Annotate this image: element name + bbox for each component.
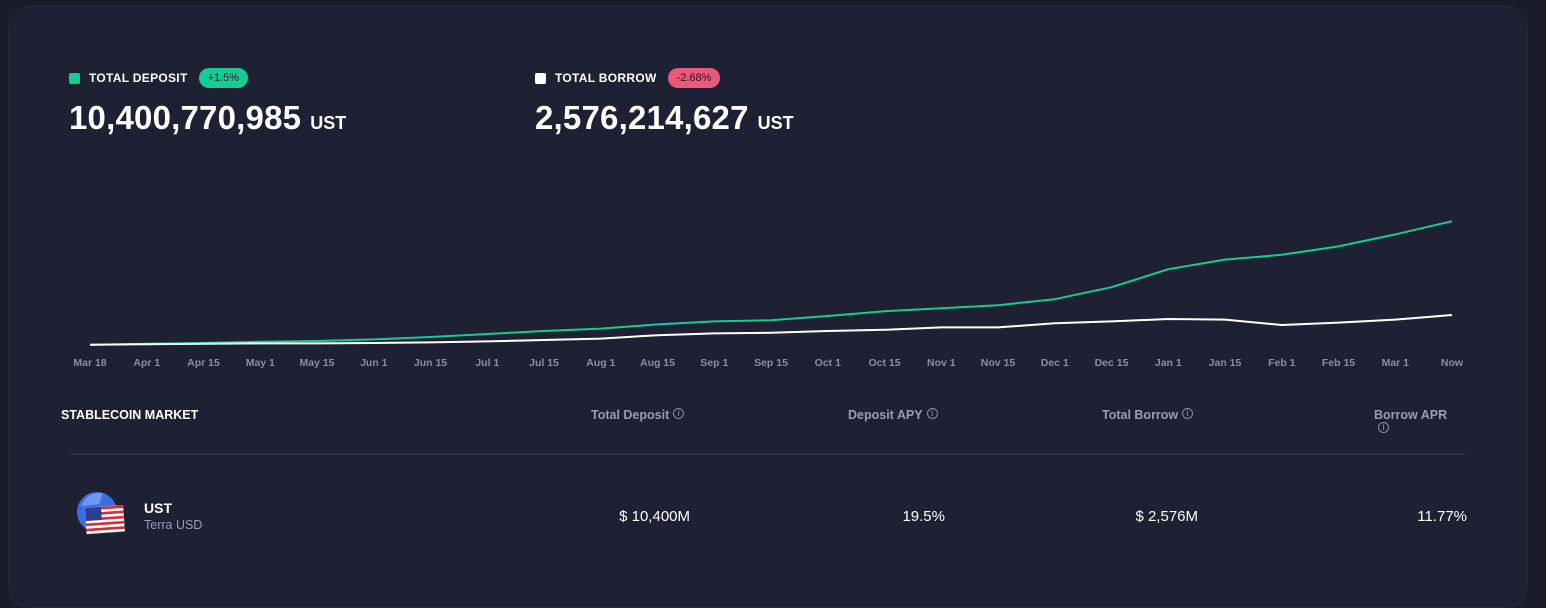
total-borrow-stat: TOTAL BORROW -2.68% 2,576,214,627 UST bbox=[535, 66, 794, 137]
cell-deposit-apy: 19.5% bbox=[902, 508, 945, 525]
total-deposit-value: 10,400,770,985 bbox=[69, 99, 302, 136]
borrow-change-badge: -2.68% bbox=[667, 68, 721, 88]
total-deposit-unit: UST bbox=[310, 113, 347, 133]
info-icon[interactable]: i bbox=[1378, 422, 1389, 433]
col-total-deposit: Total Deposit i bbox=[591, 408, 685, 422]
borrow-series-line bbox=[89, 314, 1453, 346]
total-borrow-value: 2,576,214,627 bbox=[535, 99, 749, 136]
x-tick-label: Dec 1 bbox=[1041, 357, 1069, 369]
table-title: STABLECOIN MARKET bbox=[61, 408, 199, 422]
x-tick-label: Now bbox=[1441, 357, 1464, 369]
x-tick-label: Aug 1 bbox=[586, 357, 615, 369]
info-icon[interactable]: i bbox=[926, 408, 938, 419]
table-divider bbox=[69, 453, 1466, 455]
x-tick-label: Apr 1 bbox=[133, 357, 160, 369]
x-tick-label: Jan 1 bbox=[1155, 357, 1182, 369]
total-deposit-label: TOTAL DEPOSIT bbox=[89, 71, 188, 85]
total-deposit-stat: TOTAL DEPOSIT +1.5% 10,400,770,985 UST bbox=[69, 66, 346, 137]
ust-flag-icon bbox=[77, 492, 125, 535]
x-tick-label: Oct 1 bbox=[815, 357, 841, 369]
x-tick-label: Jun 1 bbox=[360, 357, 388, 369]
market-card bbox=[8, 6, 1528, 608]
x-tick-label: Feb 1 bbox=[1268, 357, 1296, 369]
x-tick-label: Oct 15 bbox=[868, 357, 900, 369]
x-tick-label: Sep 15 bbox=[754, 357, 788, 369]
x-tick-label: Dec 15 bbox=[1095, 357, 1129, 369]
x-tick-label: Aug 15 bbox=[640, 357, 675, 369]
col-borrow-apr: Borrow APRi bbox=[1374, 408, 1448, 433]
col-total-borrow: Total Borrow i bbox=[1102, 408, 1194, 422]
info-icon[interactable]: i bbox=[1182, 408, 1194, 419]
info-icon[interactable]: i bbox=[673, 408, 685, 419]
borrow-legend-swatch bbox=[535, 72, 546, 84]
x-tick-label: Nov 1 bbox=[927, 357, 956, 369]
x-tick-label: Jul 1 bbox=[475, 357, 499, 369]
deposit-series-line bbox=[89, 220, 1453, 346]
cell-total-borrow: $ 2,576M bbox=[1135, 508, 1198, 525]
x-tick-label: Jan 15 bbox=[1209, 357, 1242, 369]
x-tick-label: May 1 bbox=[246, 357, 275, 369]
x-tick-label: Mar 18 bbox=[73, 357, 106, 369]
col-deposit-apy: Deposit APY i bbox=[848, 408, 938, 422]
x-tick-label: Mar 1 bbox=[1382, 357, 1410, 369]
x-tick-label: Apr 15 bbox=[187, 357, 220, 369]
deposit-legend-swatch bbox=[69, 72, 80, 84]
total-borrow-unit: UST bbox=[757, 113, 794, 133]
x-tick-label: Jun 15 bbox=[414, 357, 447, 369]
deposit-change-badge: +1.5% bbox=[198, 68, 249, 88]
coin-name: Terra USD bbox=[144, 518, 203, 532]
x-tick-label: May 15 bbox=[299, 357, 334, 369]
cell-borrow-apr: 11.77% bbox=[1417, 508, 1467, 525]
x-tick-label: Feb 15 bbox=[1322, 357, 1355, 369]
deposit-borrow-chart[interactable]: Mar 18 Apr 1 Apr 15 May 1 May 15 Jun 1 Jun 15 J… bbox=[60, 180, 1480, 380]
table-header: STABLECOIN MARKET Total Deposit i Deposit… bbox=[61, 408, 1461, 433]
table-row[interactable]: UST Terra USD $ 10,400M 19.5% $ 2,576M 1… bbox=[69, 488, 1469, 544]
x-tick-label: Sep 1 bbox=[700, 357, 728, 369]
cell-total-deposit: $ 10,400M bbox=[619, 508, 690, 525]
x-tick-label: Nov 15 bbox=[981, 357, 1016, 369]
x-tick-label: Jul 15 bbox=[529, 357, 559, 369]
total-borrow-label: TOTAL BORROW bbox=[555, 71, 657, 85]
coin-symbol: UST bbox=[144, 500, 172, 516]
